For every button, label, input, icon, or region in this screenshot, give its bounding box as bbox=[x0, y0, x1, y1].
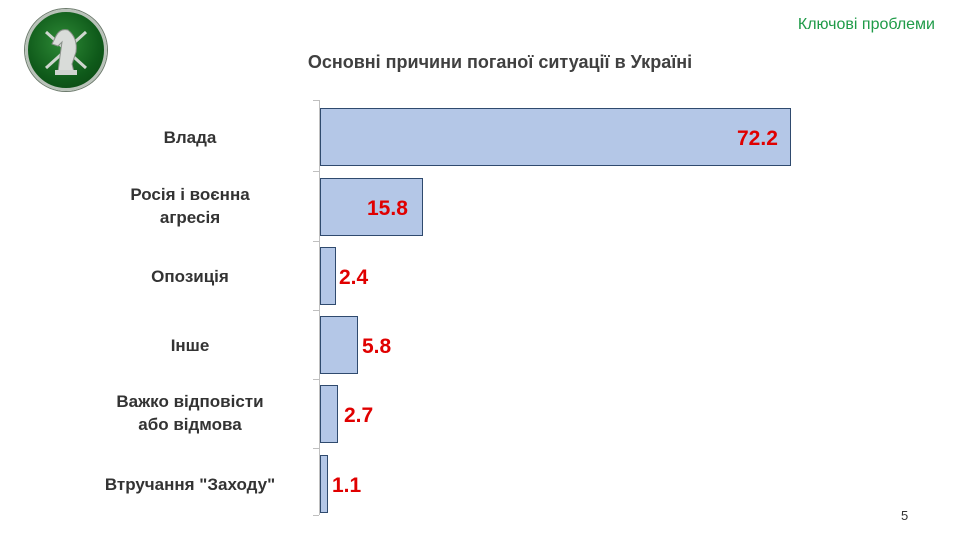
category-label: Інше bbox=[170, 335, 210, 355]
axis-tick bbox=[313, 241, 319, 242]
axis-tick bbox=[313, 100, 319, 101]
value-label: 15.8 bbox=[367, 197, 408, 220]
chart-title: Основні причини поганої ситуації в Украї… bbox=[307, 52, 693, 72]
value-label: 1.1 bbox=[332, 474, 362, 497]
value-label: 72.2 bbox=[737, 127, 778, 150]
knight-emblem-icon bbox=[25, 9, 107, 91]
axis-tick bbox=[313, 448, 319, 449]
bar-opposition bbox=[320, 247, 336, 305]
category-label: Влада bbox=[163, 127, 217, 147]
category-label: Росія і воєнна агресія bbox=[130, 185, 250, 227]
page-number: 5 bbox=[901, 508, 909, 523]
bar-vlada bbox=[320, 108, 791, 166]
bar-russia-aggression bbox=[320, 178, 423, 236]
category-label: Втручання "Заходу" bbox=[104, 474, 276, 494]
axis-tick bbox=[313, 171, 319, 172]
category-label: Опозиція bbox=[151, 266, 229, 286]
axis-tick bbox=[313, 515, 319, 516]
axis-tick bbox=[313, 310, 319, 311]
value-label: 2.7 bbox=[344, 404, 374, 427]
bar-west-interference bbox=[320, 455, 328, 513]
axis-tick bbox=[313, 379, 319, 380]
category-label: Важко відповісти або відмова bbox=[116, 392, 264, 434]
bar-other bbox=[320, 316, 358, 374]
section-label: Ключові проблеми bbox=[797, 16, 935, 33]
bar-hard-to-answer bbox=[320, 385, 338, 443]
category-axis bbox=[319, 100, 320, 515]
value-label: 2.4 bbox=[339, 266, 369, 289]
value-label: 5.8 bbox=[362, 335, 392, 358]
